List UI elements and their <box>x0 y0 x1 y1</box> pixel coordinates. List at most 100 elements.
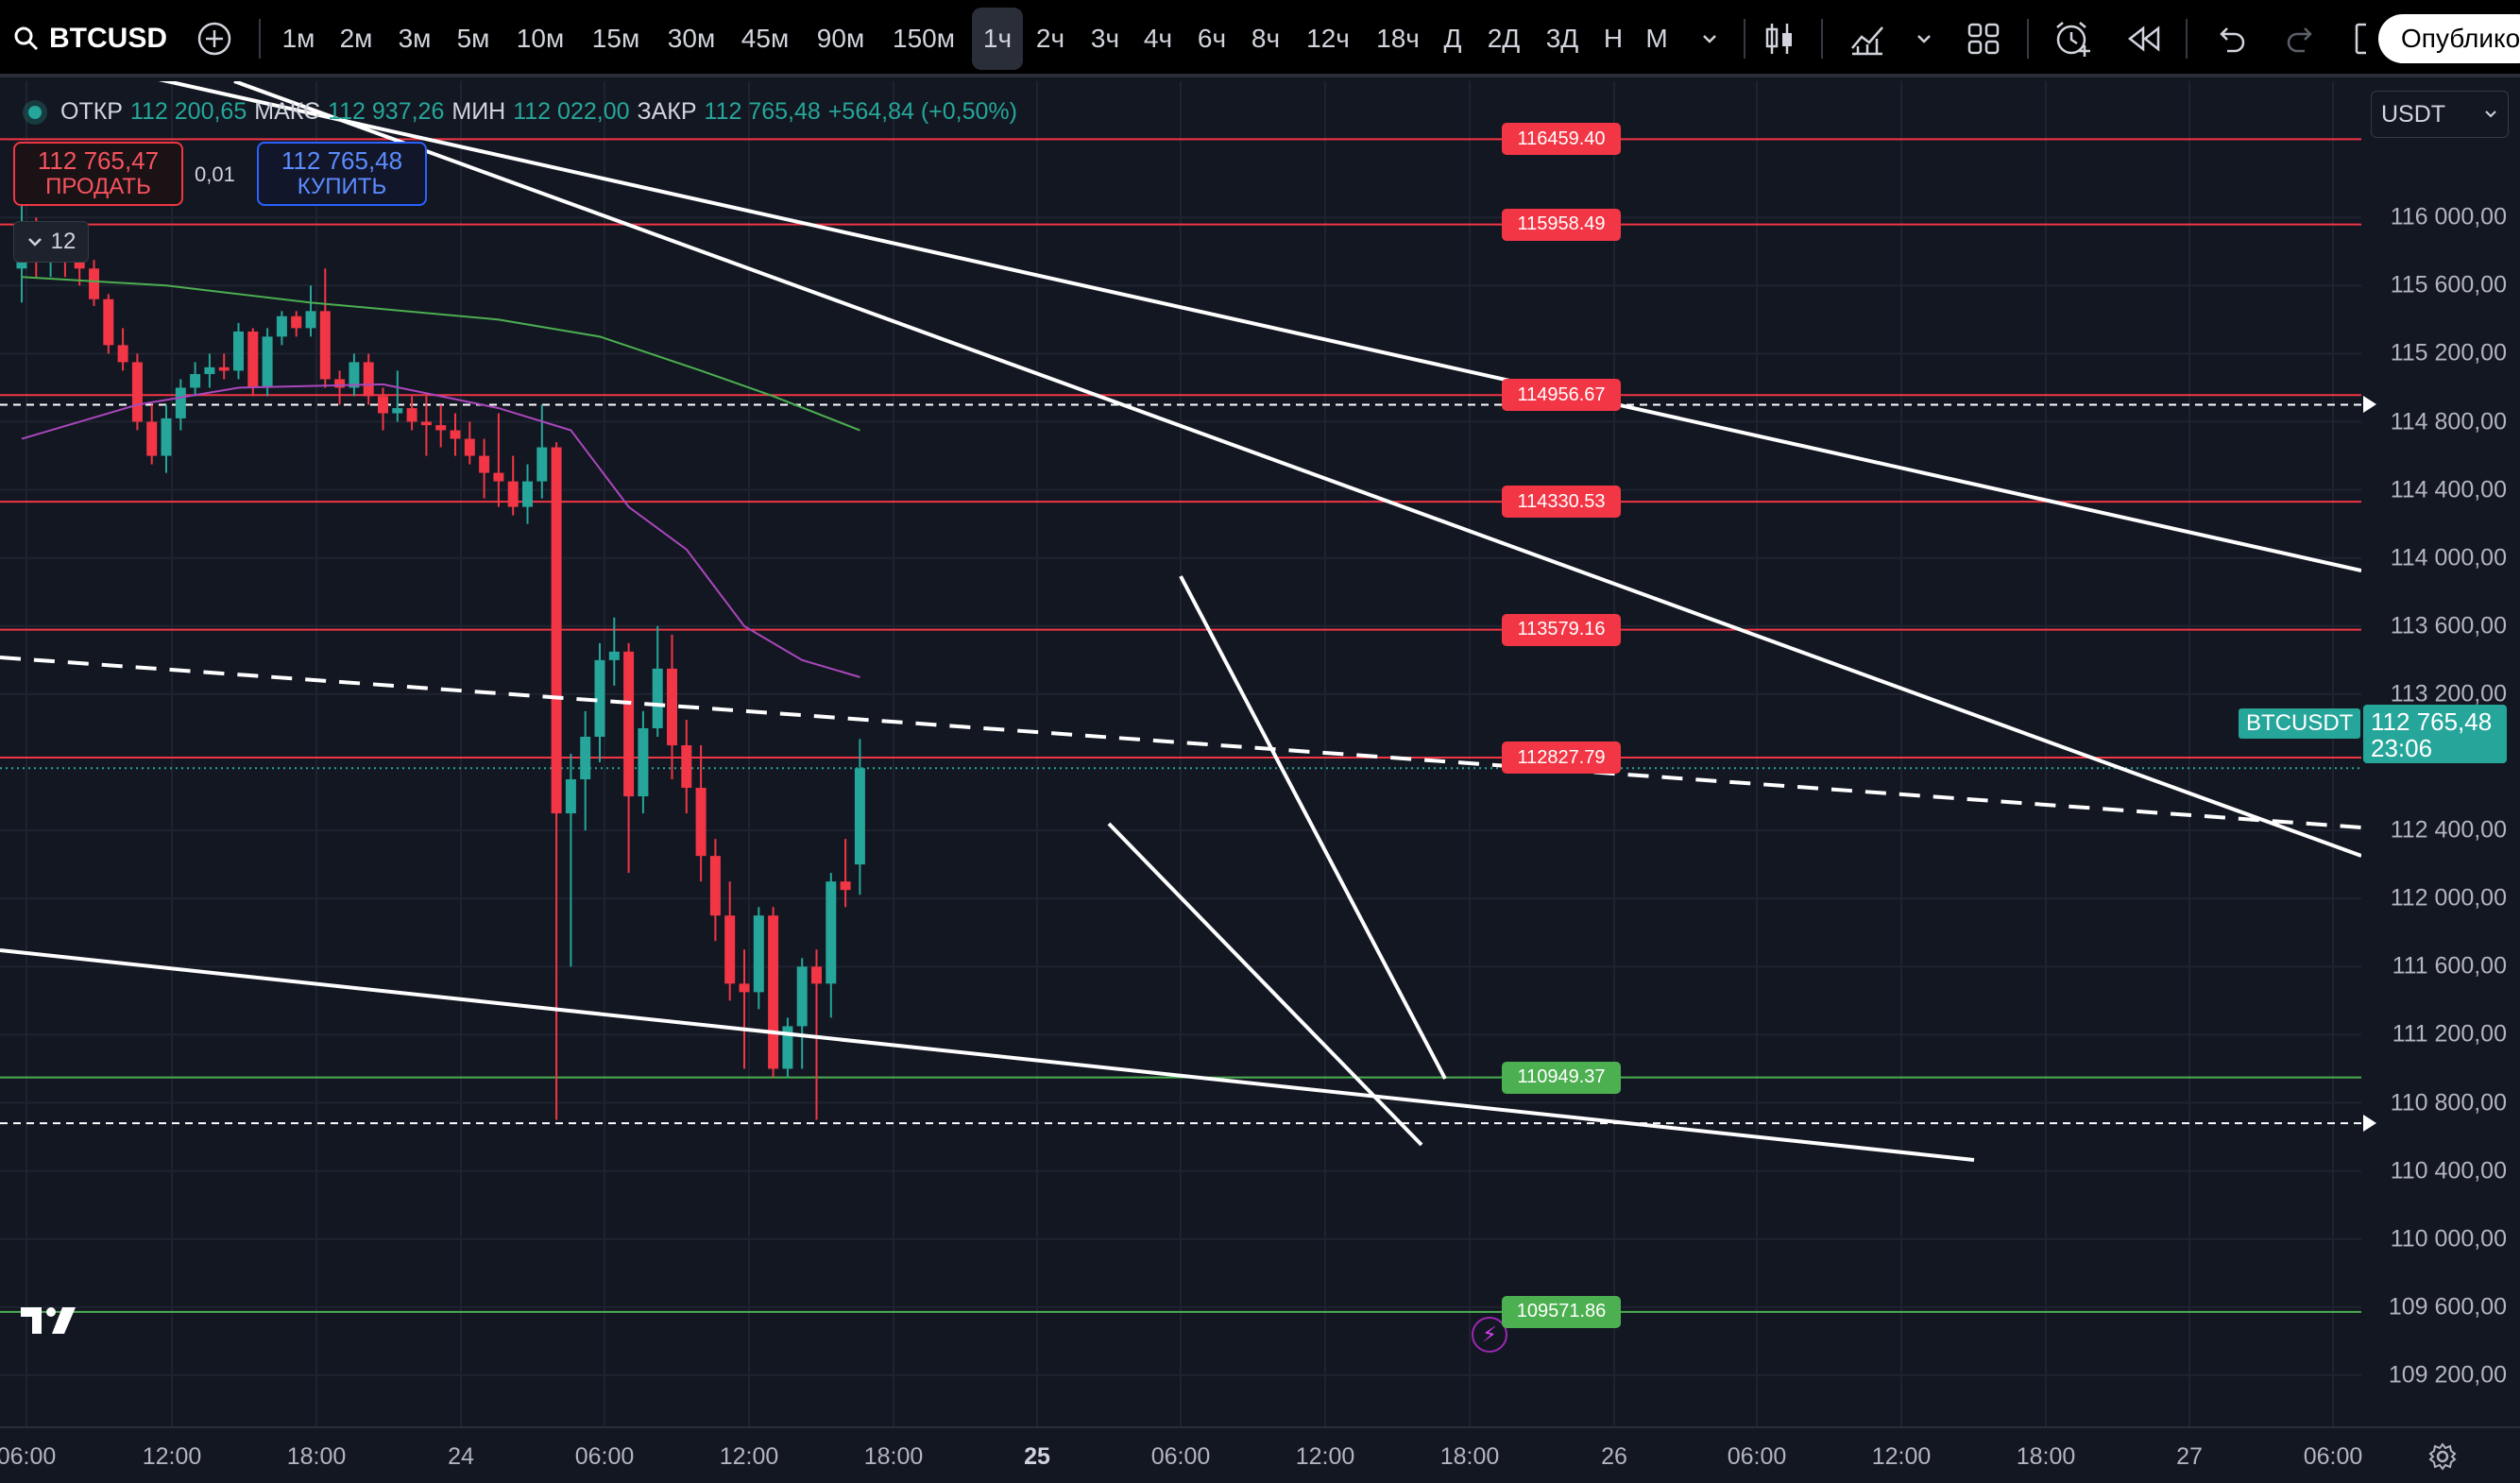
candle[interactable] <box>204 353 215 388</box>
compare-symbol-button[interactable] <box>191 0 238 77</box>
candle[interactable] <box>623 642 635 874</box>
candle[interactable] <box>262 328 273 397</box>
undo-button[interactable] <box>2210 0 2250 77</box>
level-tag-1[interactable]: 115958.49 <box>1502 208 1621 241</box>
candle[interactable] <box>826 873 837 1018</box>
candle[interactable] <box>276 311 287 346</box>
interval-17[interactable]: 18ч <box>1376 24 1420 53</box>
interval-14[interactable]: 6ч <box>1197 24 1227 53</box>
candle[interactable] <box>709 839 721 942</box>
candle[interactable] <box>522 464 533 524</box>
fullscreen-button[interactable] <box>2352 0 2371 77</box>
interval-dropdown[interactable] <box>1693 0 1727 77</box>
candle[interactable] <box>117 328 128 371</box>
candle[interactable] <box>782 1017 793 1078</box>
indicators-dropdown[interactable] <box>1910 0 1938 77</box>
interval-8[interactable]: 90м <box>816 24 865 53</box>
chart-type-button[interactable] <box>1759 0 1800 77</box>
time-axis[interactable]: 06:00 12:00 18:00 24 06:00 12:00 18:00 25 06:00 1… <box>0 1426 2520 1483</box>
candle[interactable] <box>796 958 808 1069</box>
candle[interactable] <box>349 353 360 397</box>
candle[interactable] <box>378 387 388 431</box>
candle[interactable] <box>536 404 548 499</box>
candle[interactable] <box>190 362 201 397</box>
level-tag-4[interactable]: 113579.16 <box>1502 613 1621 646</box>
interval-7[interactable]: 45м <box>741 24 790 53</box>
chart-pane[interactable] <box>0 81 2361 1426</box>
interval-21[interactable]: Н <box>1603 24 1624 53</box>
replay-button[interactable] <box>2123 0 2165 77</box>
level-tag-3[interactable]: 114330.53 <box>1502 486 1621 519</box>
candle[interactable] <box>89 260 99 306</box>
indicators-button[interactable] <box>1844 0 1891 77</box>
sell-button[interactable]: 112 765,47 ПРОДАТЬ <box>13 142 183 206</box>
interval-3[interactable]: 5м <box>456 24 490 53</box>
candle[interactable] <box>840 839 851 908</box>
interval-10[interactable]: 1ч <box>972 8 1023 70</box>
layout-button[interactable] <box>1963 0 2004 77</box>
trendline-1[interactable] <box>233 81 2361 858</box>
candle[interactable] <box>753 907 764 1010</box>
price-axis[interactable]: 116 000,00 115 600,00 115 200,00 114 800,00… <box>2361 81 2520 1426</box>
trendline-0[interactable] <box>142 81 2361 572</box>
redo-button[interactable] <box>2282 0 2322 77</box>
lightning-icon[interactable]: ⚡ <box>1472 1317 1507 1353</box>
candle[interactable] <box>435 404 447 448</box>
candle[interactable] <box>305 285 316 337</box>
alert-button[interactable] <box>2050 0 2095 77</box>
candle[interactable] <box>175 379 186 431</box>
candle[interactable] <box>233 322 244 380</box>
candle[interactable] <box>479 438 490 499</box>
buy-button[interactable]: 112 765,48 КУПИТЬ <box>257 142 427 206</box>
candle[interactable] <box>667 634 677 780</box>
level-tag-6[interactable]: 110949.37 <box>1502 1061 1621 1094</box>
chart-canvas[interactable] <box>0 81 2361 1426</box>
currency-select[interactable]: USDT <box>2371 91 2509 138</box>
candle[interactable] <box>681 719 692 814</box>
level-tag-5[interactable]: 112827.79 <box>1502 742 1621 774</box>
candle[interactable] <box>464 421 475 465</box>
candle[interactable] <box>146 404 158 465</box>
moving-average-1[interactable] <box>21 383 860 678</box>
candle[interactable] <box>652 625 663 737</box>
interval-19[interactable]: 2Д <box>1487 24 1521 53</box>
interval-6[interactable]: 30м <box>667 24 716 53</box>
interval-4[interactable]: 10м <box>516 24 565 53</box>
candle[interactable] <box>493 413 504 507</box>
candle[interactable] <box>103 294 114 354</box>
level-tag-0[interactable]: 116459.40 <box>1502 123 1621 156</box>
candle[interactable] <box>594 642 605 763</box>
trendline-4[interactable] <box>1179 575 1447 1080</box>
interval-9[interactable]: 150м <box>893 24 955 53</box>
time-axis-settings-icon[interactable] <box>2427 1441 2458 1472</box>
interval-5[interactable]: 15м <box>591 24 640 53</box>
interval-20[interactable]: 3Д <box>1545 24 1579 53</box>
candle[interactable] <box>724 881 736 1001</box>
moving-average-0[interactable] <box>21 276 860 432</box>
interval-1[interactable]: 2м <box>339 24 373 53</box>
tradingview-logo[interactable] <box>21 1304 79 1336</box>
interval-11[interactable]: 2ч <box>1035 24 1065 53</box>
candle[interactable] <box>131 353 143 431</box>
interval-2[interactable]: 3м <box>398 24 432 53</box>
candle[interactable] <box>638 710 649 814</box>
candle[interactable] <box>319 268 331 388</box>
interval-18[interactable]: Д <box>1443 24 1462 53</box>
candle[interactable] <box>854 739 865 895</box>
candle[interactable] <box>739 949 750 1069</box>
quantity-dropdown[interactable]: 12 <box>13 221 89 263</box>
candle[interactable] <box>247 328 259 397</box>
level-tag-7[interactable]: 109571.86 <box>1502 1295 1621 1328</box>
candle[interactable] <box>291 311 302 337</box>
trendline-2[interactable] <box>0 656 2361 829</box>
candle[interactable] <box>580 710 591 831</box>
candle[interactable] <box>565 754 576 967</box>
candle[interactable] <box>392 370 403 422</box>
candle[interactable] <box>608 617 620 686</box>
candle[interactable] <box>218 353 230 380</box>
candle[interactable] <box>406 396 417 431</box>
candle[interactable] <box>811 949 822 1120</box>
publish-button[interactable]: Опублико <box>2378 14 2520 63</box>
interval-22[interactable]: М <box>1645 24 1668 53</box>
trendline-3[interactable] <box>0 948 1975 1162</box>
